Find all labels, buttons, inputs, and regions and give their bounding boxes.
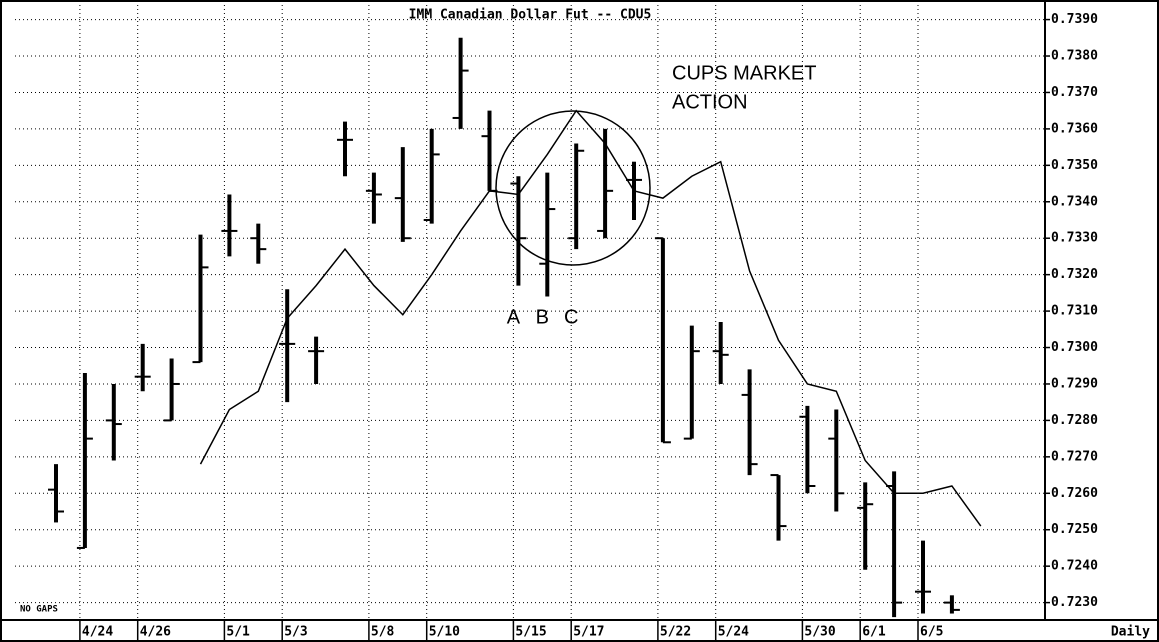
x-tick-label: 6/5 xyxy=(920,625,943,640)
y-tick-label: 0.7360 xyxy=(1051,121,1098,136)
x-tick-label: 5/30 xyxy=(804,625,835,640)
point-label: B xyxy=(536,306,549,328)
y-tick-label: 0.7240 xyxy=(1051,559,1098,574)
annotation: ACTION xyxy=(672,91,748,113)
y-tick-label: 0.7370 xyxy=(1051,85,1098,100)
x-tick-label: 5/10 xyxy=(429,625,460,640)
y-tick-label: 0.7290 xyxy=(1051,376,1098,391)
x-tick-label: 5/15 xyxy=(515,625,546,640)
x-tick-label: 5/1 xyxy=(226,625,250,640)
x-tick-label: 5/8 xyxy=(371,625,395,640)
y-tick-label: 0.7310 xyxy=(1051,304,1098,319)
y-tick-label: 0.7340 xyxy=(1051,194,1098,209)
cup-circle xyxy=(495,110,651,266)
x-tick-label: 5/22 xyxy=(660,625,691,640)
corner-note: NO GAPS xyxy=(20,605,58,615)
y-tick-label: 0.7350 xyxy=(1051,158,1098,173)
x-tick-label: 6/1 xyxy=(862,625,886,640)
y-tick-label: 0.7330 xyxy=(1051,231,1098,246)
chart-title: IMM Canadian Dollar Fut -- CDU5 xyxy=(409,8,652,23)
y-tick-label: 0.7320 xyxy=(1051,267,1098,282)
y-tick-label: 0.7270 xyxy=(1051,449,1098,464)
x-tick-label: 5/17 xyxy=(573,625,604,640)
y-tick-label: 0.7230 xyxy=(1051,595,1098,610)
point-label: C xyxy=(564,306,578,328)
x-tick-label: 5/3 xyxy=(284,625,307,640)
annotation: CUPS MARKET xyxy=(672,62,816,84)
moving-average-line xyxy=(199,109,982,527)
y-tick-label: 0.7250 xyxy=(1051,522,1098,537)
x-tick-label: 5/24 xyxy=(718,625,749,640)
period-label: Daily xyxy=(1111,625,1150,640)
y-tick-label: 0.7300 xyxy=(1051,340,1098,355)
x-tick-label: 4/26 xyxy=(140,625,171,640)
x-tick-label: 4/24 xyxy=(82,625,113,640)
y-tick-label: 0.7390 xyxy=(1051,12,1098,27)
y-tick-label: 0.7380 xyxy=(1051,49,1098,64)
y-tick-label: 0.7280 xyxy=(1051,413,1098,428)
point-label: A xyxy=(507,306,521,328)
y-tick-label: 0.7260 xyxy=(1051,486,1098,501)
